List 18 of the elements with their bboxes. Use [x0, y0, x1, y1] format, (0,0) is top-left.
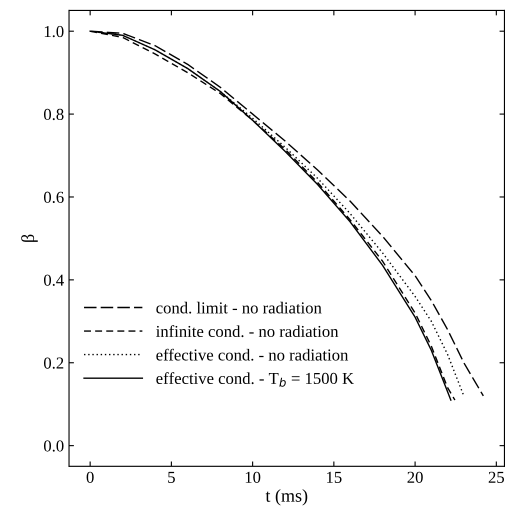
y-tick-label: 1.0	[44, 26, 64, 38]
y-tick-label: 0.2	[44, 357, 64, 369]
y-tick-label: 0.8	[44, 108, 64, 120]
x-tick-label: 20	[407, 472, 423, 483]
x-tick-label: 5	[168, 472, 175, 483]
y-tick-label: 0.0	[44, 440, 64, 452]
x-tick-label: 0	[86, 472, 94, 483]
x-tick-label: 25	[488, 472, 504, 483]
legend-label: cond. limit - no radiation	[156, 302, 322, 314]
legend-label: effective cond. - T$_{b}$ = 1500 K	[156, 372, 354, 387]
y-tick-label: 0.4	[44, 274, 64, 286]
y-axis-title: β	[21, 234, 38, 242]
x-tick-label: 10	[246, 472, 260, 483]
legend-label: infinite cond. - no radiation	[156, 325, 338, 338]
legend-label: effective cond. - no radiation	[156, 348, 348, 361]
x-tick-label: 15	[326, 472, 342, 483]
x-axis-title: t (ms)	[266, 489, 308, 506]
y-tick-label: 0.6	[44, 192, 64, 203]
